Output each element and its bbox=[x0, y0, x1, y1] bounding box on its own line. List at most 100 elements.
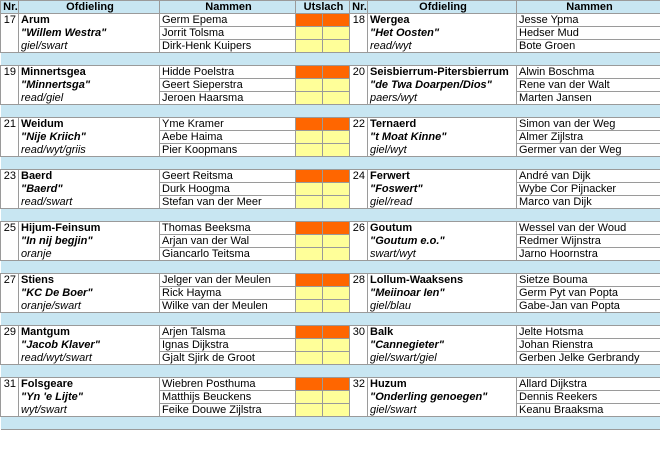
team-number bbox=[0, 351, 19, 365]
result-cell[interactable] bbox=[322, 182, 350, 196]
player-name: Jeroen Haarsma bbox=[159, 91, 296, 105]
match-row: "In nij begjin" Arjan van der Wal "Goutum … bbox=[0, 234, 660, 248]
team-club: Wergea bbox=[367, 13, 517, 27]
match-row: read/wyt/griis Pier Koopmans giel/wyt Germe… bbox=[0, 143, 660, 157]
match-row: read/wyt/swart Gjalt Sjirk de Groot giel/s… bbox=[0, 351, 660, 365]
result-cell[interactable] bbox=[295, 234, 323, 248]
result-cell[interactable] bbox=[322, 299, 350, 313]
team-colors: giel/swart/giel bbox=[367, 351, 517, 365]
result-cell[interactable] bbox=[295, 26, 323, 40]
separator-cell bbox=[322, 156, 350, 170]
separator-cell bbox=[159, 364, 296, 378]
result-cell[interactable] bbox=[295, 390, 323, 404]
separator-cell bbox=[0, 260, 19, 274]
player-name: Wiebren Posthuma bbox=[159, 377, 296, 391]
result-cell[interactable] bbox=[295, 325, 323, 339]
separator-cell bbox=[367, 52, 517, 66]
team-number bbox=[0, 78, 19, 92]
separator-cell bbox=[159, 156, 296, 170]
player-name: Germ Pyt van Popta bbox=[516, 286, 660, 300]
match-row: 21 Weidum Yme Kramer 22 Ternaerd Simon van de… bbox=[0, 117, 660, 131]
header-nammen-right: Nammen bbox=[516, 0, 660, 14]
result-cell[interactable] bbox=[322, 221, 350, 235]
result-cell[interactable] bbox=[322, 286, 350, 300]
match-row: "Yn 'e Lijte" Matthijs Beuckens "Onderling… bbox=[0, 390, 660, 404]
result-cell[interactable] bbox=[295, 78, 323, 92]
result-cell[interactable] bbox=[295, 130, 323, 144]
result-cell[interactable] bbox=[295, 39, 323, 53]
result-cell[interactable] bbox=[295, 65, 323, 79]
team-number: 28 bbox=[349, 273, 368, 287]
result-cell[interactable] bbox=[295, 403, 323, 417]
separator-row bbox=[0, 416, 660, 430]
result-cell[interactable] bbox=[322, 403, 350, 417]
team-number: 25 bbox=[0, 221, 19, 235]
result-cell[interactable] bbox=[322, 351, 350, 365]
result-cell[interactable] bbox=[322, 377, 350, 391]
result-cell[interactable] bbox=[295, 182, 323, 196]
team-number: 23 bbox=[0, 169, 19, 183]
team-colors: oranje/swart bbox=[18, 299, 160, 313]
result-cell[interactable] bbox=[322, 39, 350, 53]
result-cell[interactable] bbox=[322, 13, 350, 27]
separator-row bbox=[0, 104, 660, 118]
result-cell[interactable] bbox=[322, 390, 350, 404]
result-cell[interactable] bbox=[322, 130, 350, 144]
match-row: oranje/swart Wilke van der Meulen giel/bla… bbox=[0, 299, 660, 313]
player-name: Arjen Talsma bbox=[159, 325, 296, 339]
result-cell[interactable] bbox=[322, 91, 350, 105]
result-cell[interactable] bbox=[322, 78, 350, 92]
separator-cell bbox=[159, 416, 296, 430]
result-cell[interactable] bbox=[322, 26, 350, 40]
team-number: 30 bbox=[349, 325, 368, 339]
result-cell[interactable] bbox=[322, 247, 350, 261]
result-cell[interactable] bbox=[295, 338, 323, 352]
result-cell[interactable] bbox=[295, 273, 323, 287]
separator-cell bbox=[516, 52, 660, 66]
result-cell[interactable] bbox=[295, 143, 323, 157]
result-cell[interactable] bbox=[322, 234, 350, 248]
player-name: Dennis Reekers bbox=[516, 390, 660, 404]
result-cell[interactable] bbox=[322, 143, 350, 157]
team-club: Baerd bbox=[18, 169, 160, 183]
match-row: "Minnertsga" Geert Sieperstra "de Twa Doar… bbox=[0, 78, 660, 92]
team-colors: read/wyt bbox=[367, 39, 517, 53]
result-cell[interactable] bbox=[322, 273, 350, 287]
result-cell[interactable] bbox=[295, 286, 323, 300]
team-number: 32 bbox=[349, 377, 368, 391]
match-row: "Nije Kriich" Aebe Haima "t Moat Kinne" Alm… bbox=[0, 130, 660, 144]
result-cell[interactable] bbox=[322, 117, 350, 131]
team-number bbox=[349, 26, 368, 40]
result-cell[interactable] bbox=[295, 247, 323, 261]
result-cell[interactable] bbox=[295, 117, 323, 131]
separator-cell bbox=[295, 260, 323, 274]
player-name: Gerben Jelke Gerbrandy bbox=[516, 351, 660, 365]
match-row: 31 Folsgeare Wiebren Posthuma 32 Huzum Allard… bbox=[0, 377, 660, 391]
result-cell[interactable] bbox=[295, 299, 323, 313]
team-colors: read/wyt/swart bbox=[18, 351, 160, 365]
separator-row bbox=[0, 312, 660, 326]
result-cell[interactable] bbox=[322, 65, 350, 79]
result-cell[interactable] bbox=[295, 377, 323, 391]
team-number bbox=[349, 91, 368, 105]
result-cell[interactable] bbox=[295, 13, 323, 27]
team-number bbox=[349, 403, 368, 417]
separator-cell bbox=[18, 52, 160, 66]
result-cell[interactable] bbox=[295, 351, 323, 365]
result-cell[interactable] bbox=[295, 169, 323, 183]
player-name: Aebe Haima bbox=[159, 130, 296, 144]
team-number bbox=[349, 78, 368, 92]
separator-cell bbox=[349, 104, 368, 118]
result-cell[interactable] bbox=[322, 338, 350, 352]
result-cell[interactable] bbox=[322, 325, 350, 339]
team-club: Goutum bbox=[367, 221, 517, 235]
separator-cell bbox=[0, 416, 19, 430]
result-cell[interactable] bbox=[322, 169, 350, 183]
result-cell[interactable] bbox=[295, 195, 323, 209]
player-name: Hedser Mud bbox=[516, 26, 660, 40]
player-name: Jesse Ypma bbox=[516, 13, 660, 27]
result-cell[interactable] bbox=[322, 195, 350, 209]
result-cell[interactable] bbox=[295, 91, 323, 105]
result-cell[interactable] bbox=[295, 221, 323, 235]
team-colors: read/giel bbox=[18, 91, 160, 105]
